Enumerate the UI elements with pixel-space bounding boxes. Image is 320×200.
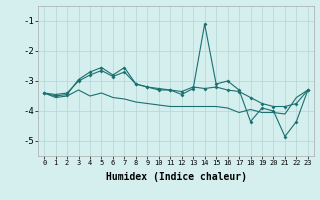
X-axis label: Humidex (Indice chaleur): Humidex (Indice chaleur) xyxy=(106,172,246,182)
